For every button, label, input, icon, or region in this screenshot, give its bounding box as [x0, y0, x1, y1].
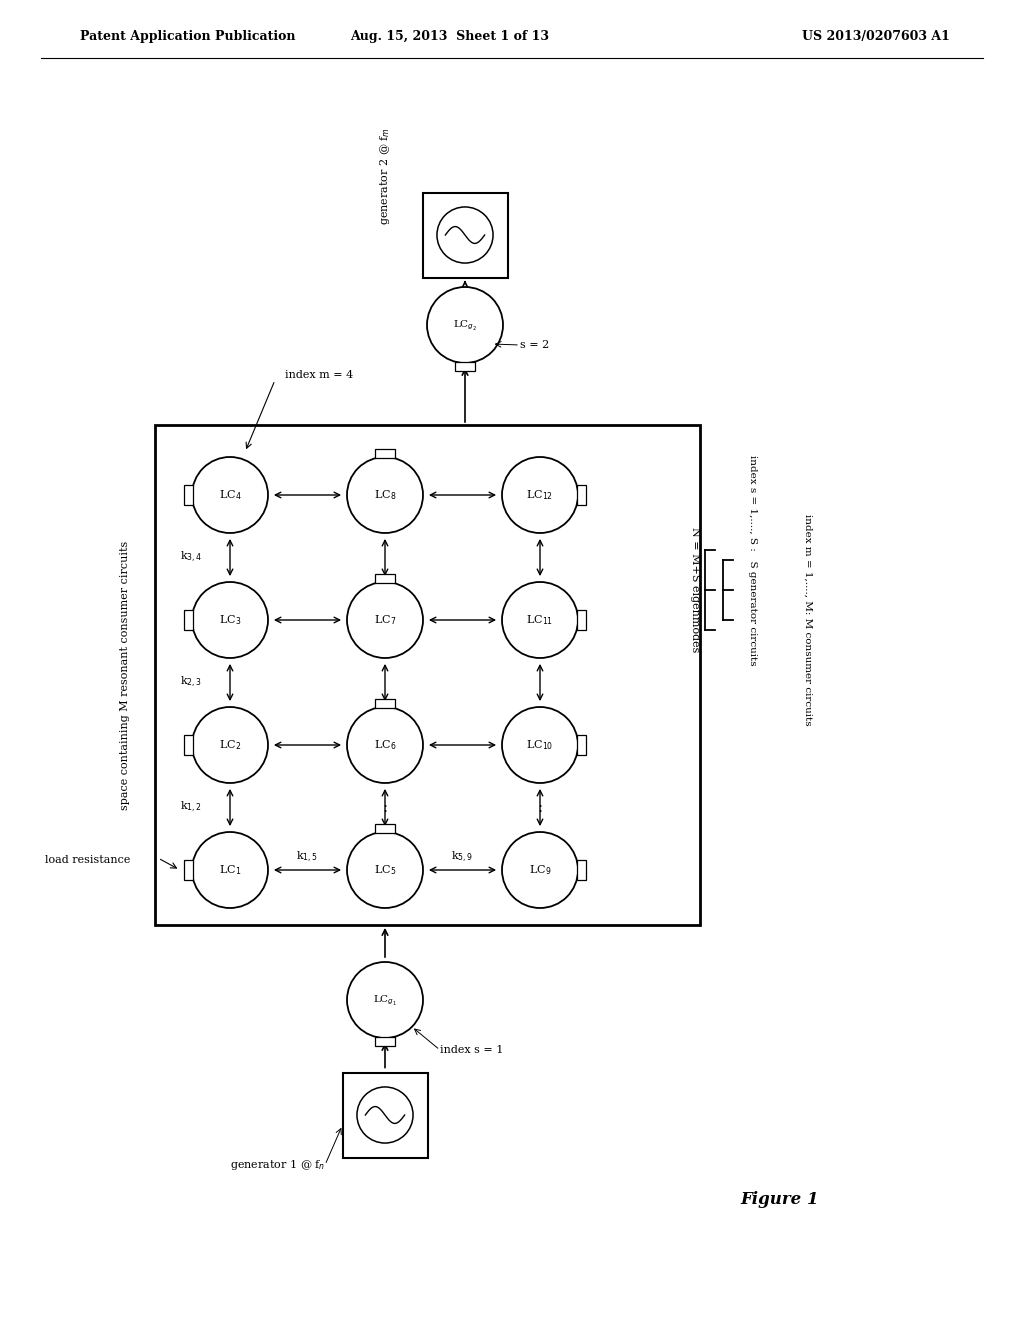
Text: N = M+S eigenmodes: N = M+S eigenmodes	[690, 527, 700, 652]
Circle shape	[502, 457, 578, 533]
Circle shape	[191, 582, 268, 657]
Bar	[375, 449, 395, 458]
Text: US 2013/0207603 A1: US 2013/0207603 A1	[802, 30, 950, 44]
Bar	[375, 574, 395, 583]
Text: index m = 4: index m = 4	[285, 370, 353, 380]
Text: space containing M resonant consumer circuits: space containing M resonant consumer cir…	[120, 540, 130, 809]
Text: LC$_{g_1}$: LC$_{g_1}$	[373, 993, 397, 1007]
Text: index m = 1,...., M: M consumer circuits: index m = 1,...., M: M consumer circuits	[803, 515, 812, 726]
Text: generator 2 @ f$_m$: generator 2 @ f$_m$	[378, 127, 392, 224]
Bar	[342, 1072, 427, 1158]
Circle shape	[347, 582, 423, 657]
Circle shape	[347, 708, 423, 783]
Text: k$_{5,9}$: k$_{5,9}$	[452, 850, 473, 865]
Text: k$_{3,4}$: k$_{3,4}$	[179, 550, 202, 565]
Text: k$_{1,2}$: k$_{1,2}$	[180, 800, 202, 814]
Circle shape	[347, 457, 423, 533]
Circle shape	[191, 708, 268, 783]
Bar	[184, 610, 193, 630]
Circle shape	[191, 832, 268, 908]
Circle shape	[427, 286, 503, 363]
Text: LC$_2$: LC$_2$	[219, 738, 241, 752]
Text: LC$_1$: LC$_1$	[219, 863, 241, 876]
Text: LC$_{12}$: LC$_{12}$	[526, 488, 554, 502]
Text: Patent Application Publication: Patent Application Publication	[80, 30, 296, 44]
Text: :: :	[382, 800, 388, 814]
Text: LC$_{g_2}$: LC$_{g_2}$	[453, 318, 477, 331]
Text: LC$_7$: LC$_7$	[374, 612, 396, 627]
Text: Aug. 15, 2013  Sheet 1 of 13: Aug. 15, 2013 Sheet 1 of 13	[350, 30, 550, 44]
Text: Figure 1: Figure 1	[740, 1192, 819, 1209]
Text: generator 1 @ f$_n$: generator 1 @ f$_n$	[229, 1158, 325, 1172]
Bar	[155, 425, 700, 925]
Circle shape	[502, 708, 578, 783]
Text: s = 2: s = 2	[520, 341, 549, 350]
Bar	[577, 484, 586, 506]
Bar	[375, 1038, 395, 1045]
Bar	[375, 824, 395, 833]
Text: index s = 1: index s = 1	[440, 1045, 504, 1055]
Text: k$_{1,5}$: k$_{1,5}$	[297, 850, 318, 865]
Bar	[577, 861, 586, 880]
Bar	[184, 484, 193, 506]
Circle shape	[191, 457, 268, 533]
Text: k$_{2,3}$: k$_{2,3}$	[180, 675, 202, 690]
Text: LC$_8$: LC$_8$	[374, 488, 396, 502]
Text: LC$_{11}$: LC$_{11}$	[526, 612, 554, 627]
Bar	[577, 610, 586, 630]
Text: LC$_4$: LC$_4$	[219, 488, 242, 502]
Bar	[577, 735, 586, 755]
Bar	[184, 735, 193, 755]
Circle shape	[347, 962, 423, 1038]
Circle shape	[502, 582, 578, 657]
Bar	[184, 861, 193, 880]
Circle shape	[502, 832, 578, 908]
Text: LC$_3$: LC$_3$	[219, 612, 241, 627]
Text: LC$_{10}$: LC$_{10}$	[526, 738, 554, 752]
Text: LC$_9$: LC$_9$	[528, 863, 551, 876]
Bar	[423, 193, 508, 277]
Text: :: :	[538, 800, 543, 814]
Text: index s = 1,...., S :   S generator circuits: index s = 1,...., S : S generator circui…	[748, 454, 757, 665]
Circle shape	[347, 832, 423, 908]
Bar	[455, 362, 475, 371]
Text: load resistance: load resistance	[45, 855, 130, 865]
Text: LC$_5$: LC$_5$	[374, 863, 396, 876]
Bar	[375, 700, 395, 708]
Text: LC$_6$: LC$_6$	[374, 738, 396, 752]
